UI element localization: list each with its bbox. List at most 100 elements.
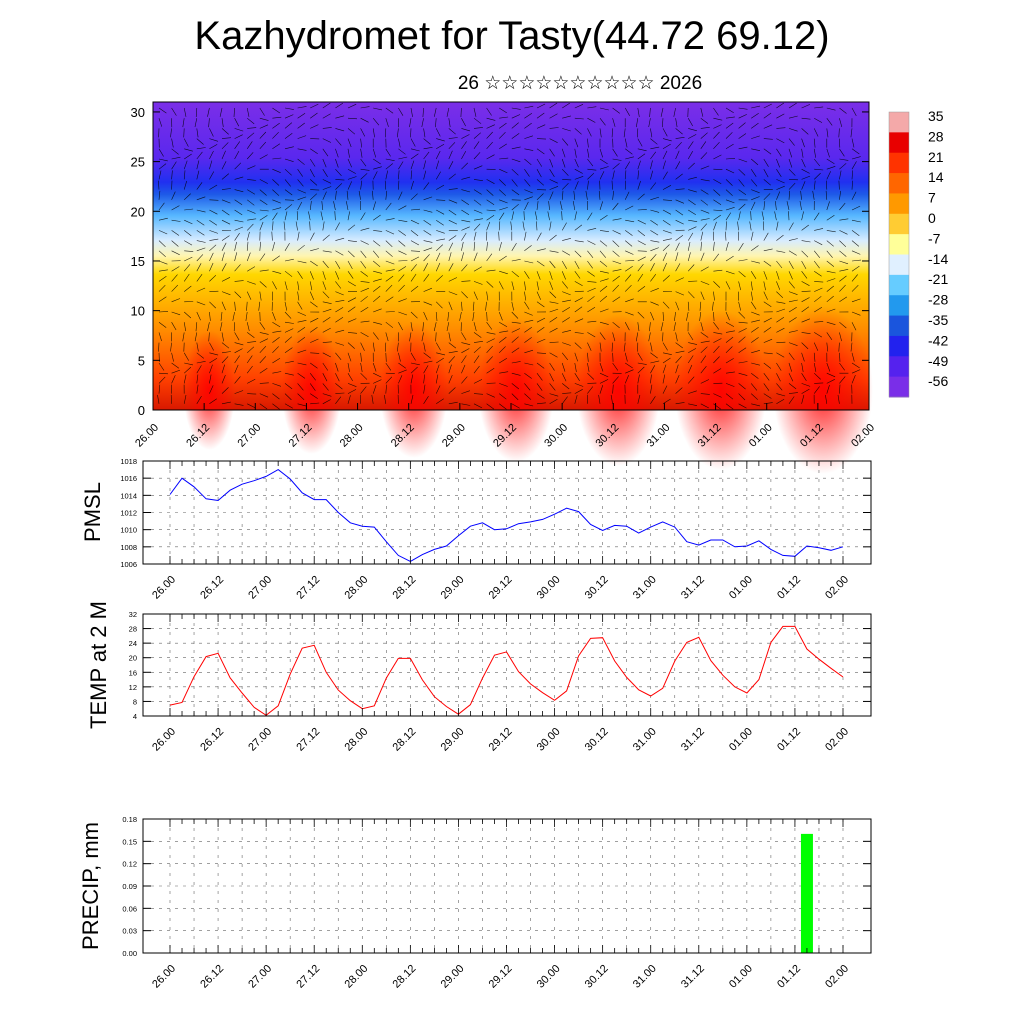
p3-ytick-label-6: 28 — [129, 625, 137, 634]
p3-xtick-label-3: 27.12 — [294, 726, 322, 754]
p2-ytick-label-3: 1012 — [120, 509, 137, 518]
colorbar-label-9: -28 — [928, 292, 948, 308]
p3-xtick-label-0: 26.00 — [150, 726, 178, 754]
p2-ytick-label-4: 1014 — [120, 491, 137, 500]
p2-ytick-label-0: 1006 — [120, 560, 137, 569]
p4-xtick-label-13: 01.12 — [775, 963, 803, 991]
colorbar-swatch-4 — [889, 193, 909, 215]
warm-region-2 — [379, 322, 448, 458]
p3-xtick-label-14: 02.00 — [823, 726, 851, 754]
colorbar-swatch-8 — [889, 274, 909, 296]
p4-xtick-label-9: 30.12 — [583, 963, 611, 991]
colorbar-label-2: 21 — [928, 149, 944, 165]
p2-xtick-label-1: 26.12 — [198, 574, 226, 602]
colorbar-swatch-6 — [889, 234, 909, 255]
p2-xtick-label-10: 31.00 — [631, 574, 659, 602]
colorbar-swatch-12 — [889, 356, 909, 378]
p4-xtick-label-11: 31.12 — [679, 963, 707, 991]
p2-xtick-label-5: 28.12 — [391, 574, 419, 602]
precip-ylabel: PRECIP, mm — [78, 822, 103, 950]
pmsl-ylabel: PMSL — [80, 482, 105, 542]
p3-ytick-label-4: 20 — [129, 654, 137, 663]
p4-xtick-label-12: 01.00 — [727, 963, 755, 991]
temp-ylabel: TEMP at 2 M — [86, 601, 111, 729]
p3-ytick-label-1: 8 — [133, 697, 137, 706]
p3-xtick-label-1: 26.12 — [198, 726, 226, 754]
p3-xtick-label-8: 30.00 — [535, 726, 563, 754]
warm-region-0 — [183, 330, 236, 450]
p2-xtick-label-3: 27.12 — [294, 574, 322, 602]
colorbar-swatch-9 — [889, 295, 909, 317]
p2-xtick-label-4: 28.00 — [342, 574, 370, 602]
colorbar-label-6: -7 — [928, 230, 941, 246]
colorbar-swatch-13 — [889, 376, 909, 398]
p4-xtick-label-14: 02.00 — [823, 963, 851, 991]
p3-ytick-label-3: 16 — [129, 668, 137, 677]
colorbar-label-7: -14 — [928, 251, 948, 267]
p4-ytick-label-3: 0.09 — [122, 882, 137, 891]
wind-barbs — [157, 102, 862, 410]
profile-ytick-label-4: 20 — [131, 204, 145, 219]
colorbar-label-5: 0 — [928, 210, 936, 226]
warm-region-1 — [281, 326, 342, 454]
p3-ytick-label-7: 32 — [129, 610, 137, 619]
p2-xtick-label-14: 02.00 — [823, 574, 851, 602]
temp-frame — [142, 613, 872, 717]
colorbar-frame — [888, 111, 910, 398]
p3-ytick-label-5: 24 — [129, 639, 137, 648]
profile-ytick-label-5: 25 — [131, 155, 145, 170]
p4-xtick-label-4: 28.00 — [342, 963, 370, 991]
colorbar-label-12: -49 — [928, 353, 948, 369]
colorbar-label-0: 35 — [928, 108, 944, 124]
p3-xtick-label-10: 31.00 — [631, 726, 659, 754]
colorbar-label-8: -21 — [928, 271, 948, 287]
chart-subtitle: 26 ☆☆☆☆☆☆☆☆☆☆ 2026 — [457, 73, 703, 94]
colorbar-swatch-11 — [889, 335, 909, 357]
p3-xtick-label-12: 01.00 — [727, 726, 755, 754]
p2-xtick-label-12: 01.00 — [727, 574, 755, 602]
temp-series-line — [169, 625, 844, 716]
colorbar-swatch-1 — [889, 132, 909, 154]
p3-ytick-label-2: 12 — [129, 683, 137, 692]
profile-ytick-label-0: 0 — [138, 403, 145, 418]
p4-xtick-label-2: 27.00 — [246, 963, 274, 991]
colorbar-label-3: 14 — [928, 169, 944, 185]
p3-ytick-label-0: 4 — [133, 712, 137, 721]
p3-xtick-label-7: 29.12 — [487, 726, 515, 754]
p2-xtick-label-11: 31.12 — [679, 574, 707, 602]
p2-ytick-label-1: 1008 — [120, 543, 137, 552]
p3-xtick-label-13: 01.12 — [775, 726, 803, 754]
p4-xtick-label-8: 30.00 — [535, 963, 563, 991]
precip-bar-0 — [800, 833, 813, 953]
colorbar-swatch-3 — [889, 173, 909, 194]
p2-xtick-label-0: 26.00 — [150, 574, 178, 602]
p4-xtick-label-7: 29.12 — [487, 963, 515, 991]
p2-ytick-label-6: 1018 — [120, 457, 137, 466]
colorbar-label-10: -35 — [928, 312, 948, 328]
colorbar-swatch-10 — [889, 315, 909, 337]
p4-xtick-label-6: 29.00 — [439, 963, 467, 991]
p4-xtick-label-3: 27.12 — [294, 963, 322, 991]
profile-xtick-label-4: 28.00 — [338, 422, 366, 450]
colorbar-swatch-7 — [889, 254, 909, 276]
p4-ytick-label-6: 0.18 — [122, 815, 137, 824]
p2-ytick-label-5: 1016 — [120, 474, 137, 483]
p4-ytick-label-1: 0.03 — [122, 927, 137, 936]
p3-xtick-label-4: 28.00 — [342, 726, 370, 754]
colorbar-swatch-5 — [889, 213, 909, 235]
colorbar-swatch-2 — [889, 152, 909, 174]
p2-xtick-label-7: 29.12 — [487, 574, 515, 602]
colorbar-swatch-0 — [889, 112, 909, 133]
p2-xtick-label-8: 30.00 — [535, 574, 563, 602]
profile-ytick-label-6: 30 — [131, 105, 145, 120]
profile-xtick-label-6: 29.00 — [440, 422, 468, 450]
p3-xtick-label-6: 29.00 — [439, 726, 467, 754]
p3-xtick-label-9: 30.12 — [583, 726, 611, 754]
colorbar-label-1: 28 — [928, 128, 944, 144]
p3-xtick-label-2: 27.00 — [246, 726, 274, 754]
colorbar-label-13: -56 — [928, 373, 948, 389]
p4-ytick-label-4: 0.12 — [122, 860, 137, 869]
colorbar-label-11: -42 — [928, 332, 948, 348]
p4-xtick-label-5: 28.12 — [391, 963, 419, 991]
